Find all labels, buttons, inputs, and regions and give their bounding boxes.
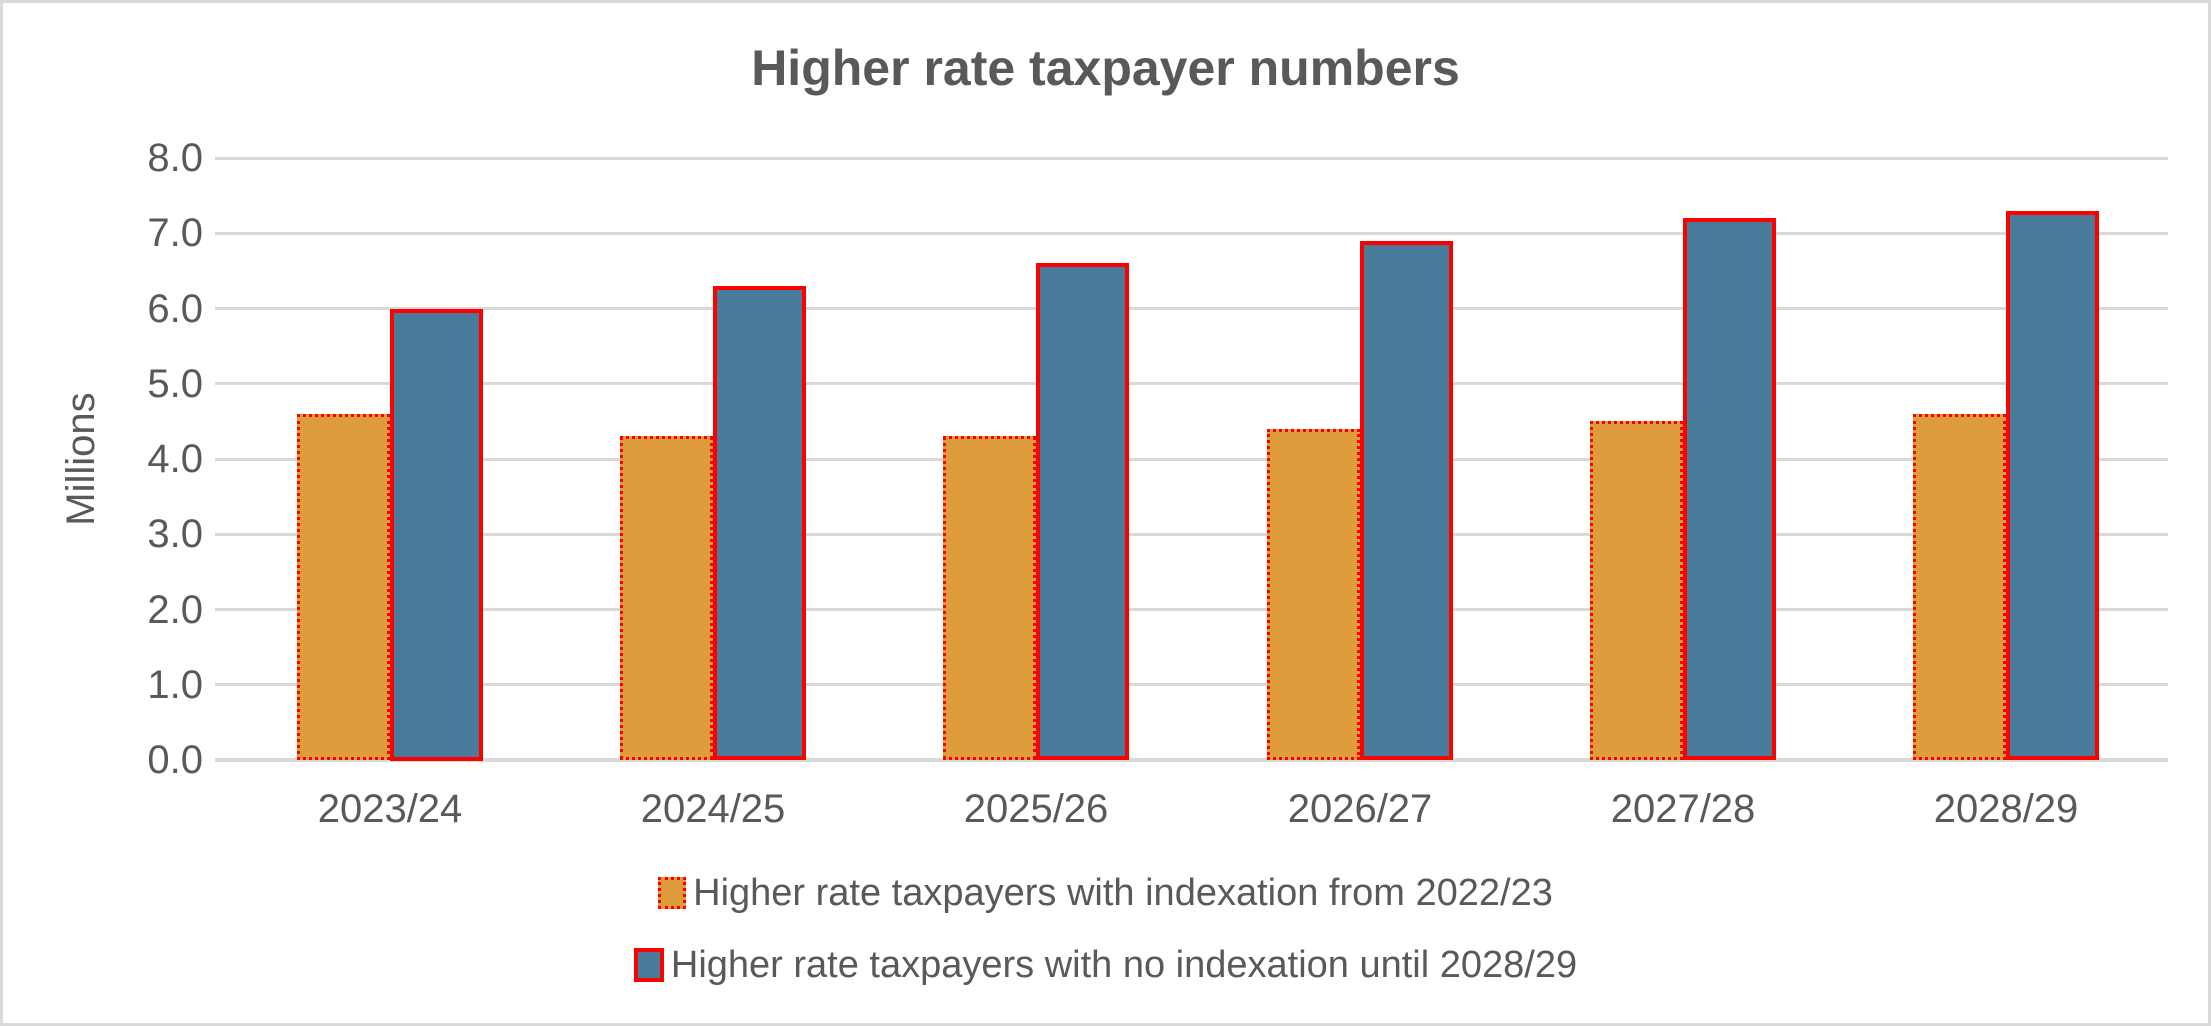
gridline-y-4.0: [215, 458, 2168, 461]
gridline-y-2.0: [215, 608, 2168, 611]
gridline-y-3.0: [215, 533, 2168, 536]
legend-swatch-indexation: [658, 877, 687, 909]
legend-item-indexation: Higher rate taxpayers with indexation fr…: [3, 869, 2208, 917]
chart-title: Higher rate taxpayer numbers: [751, 40, 1460, 96]
x-tick-label-2026/27: 2026/27: [1287, 787, 1433, 831]
y-tick-label-1.0: 1.0: [147, 663, 203, 707]
bar-no-indexation-2025/26: [1036, 263, 1129, 760]
y-tick-label-0.0: 0.0: [147, 738, 203, 782]
x-tick-label-2024/25: 2024/25: [640, 787, 786, 831]
bar-indexation-2025/26: [943, 436, 1036, 760]
bar-no-indexation-2028/29: [2006, 211, 2099, 760]
gridline-y-0.0: [215, 758, 2168, 762]
plot-area: 0.0 1.0 2.0 3.0 4.0 5.0 6.0 7.0 8.0 2023/24 2024/…: [3, 3, 2208, 1023]
x-tick-label-2027/28: 2027/28: [1610, 787, 1756, 831]
bar-indexation-2028/29: [1913, 414, 2006, 760]
x-tick-label-2025/26: 2025/26: [963, 787, 1109, 831]
y-tick-label-3.0: 3.0: [147, 512, 203, 556]
bar-indexation-2023/24: [297, 414, 390, 760]
legend-label-no-indexation: Higher rate taxpayers with no indexation…: [670, 943, 1578, 986]
bar-indexation-2024/25: [620, 436, 713, 760]
bar-no-indexation-2027/28: [1683, 218, 1776, 760]
gridline-y-8.0: [215, 157, 2168, 160]
chart-legend: Higher rate taxpayers with indexation fr…: [3, 869, 2208, 1013]
gridline-y-6.0: [215, 307, 2168, 310]
y-tick-label-8.0: 8.0: [147, 136, 203, 180]
bar-no-indexation-2026/27: [1360, 241, 1453, 760]
legend-label-indexation: Higher rate taxpayers with indexation fr…: [693, 871, 1553, 914]
x-tick-label-2028/29: 2028/29: [1933, 787, 2079, 831]
bar-indexation-2026/27: [1267, 429, 1360, 760]
legend-swatch-no-indexation: [633, 948, 664, 982]
gridline-y-7.0: [215, 232, 2168, 235]
bar-no-indexation-2024/25: [713, 286, 806, 760]
y-tick-label-5.0: 5.0: [147, 362, 203, 406]
gridline-y-1.0: [215, 683, 2168, 686]
x-tick-label-2023/24: 2023/24: [317, 787, 463, 831]
y-tick-label-2.0: 2.0: [147, 588, 203, 632]
legend-item-no-indexation: Higher rate taxpayers with no indexation…: [3, 941, 2208, 989]
y-tick-label-6.0: 6.0: [147, 287, 203, 331]
bar-indexation-2027/28: [1590, 421, 1683, 760]
y-tick-label-7.0: 7.0: [147, 211, 203, 255]
gridline-y-5.0: [215, 382, 2168, 385]
y-tick-label-4.0: 4.0: [147, 437, 203, 481]
bar-no-indexation-2023/24: [390, 309, 483, 761]
